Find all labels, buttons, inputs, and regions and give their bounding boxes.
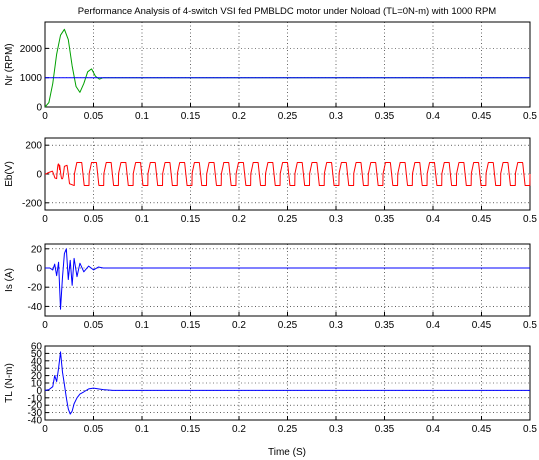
x-tick-label: 0.05 bbox=[84, 111, 104, 122]
y-tick-label: -10 bbox=[28, 393, 43, 404]
subplots: 0 0.05 0.1 0.15 0.2 0.25 0.3 0.35 0.4 0.45 0.50100… bbox=[4, 21, 537, 436]
x-tick-label: 0.4 bbox=[426, 320, 440, 331]
x-tick-label: 0.4 bbox=[426, 214, 440, 225]
x-tick-label: 0.2 bbox=[232, 214, 246, 225]
subplot-2: 0 0.05 0.1 0.15 0.2 0.25 0.3 0.35 0.4 0.45 0.5 -200… bbox=[4, 137, 537, 225]
series-line-1 bbox=[45, 248, 530, 310]
subplot-1: 0 0.05 0.1 0.15 0.2 0.25 0.3 0.35 0.4 0.45 0.5 0 100… bbox=[4, 21, 537, 122]
x-tick-label: 0.2 bbox=[232, 424, 246, 435]
y-tick-label: -200 bbox=[22, 198, 42, 209]
x-tick-label: 0.05 bbox=[84, 214, 104, 225]
x-tick-label: 0.4 bbox=[426, 111, 440, 122]
y-axis-label: TL (N-m) bbox=[4, 363, 15, 403]
x-tick-label: 0.15 bbox=[181, 424, 201, 435]
x-tick-label: 0.45 bbox=[472, 111, 492, 122]
y-tick-label: 60 bbox=[31, 342, 43, 353]
x-tick-label: 0.35 bbox=[375, 424, 395, 435]
y-tick-label: 40 bbox=[31, 356, 43, 367]
y-tick-label: 30 bbox=[31, 364, 43, 375]
x-tick-label: 0.5 bbox=[523, 214, 537, 225]
y-tick-label: -20 bbox=[28, 401, 43, 412]
x-tick-label: 0.35 bbox=[375, 111, 395, 122]
x-tick-label: 0.25 bbox=[278, 111, 298, 122]
x-tick-label: 0.45 bbox=[472, 424, 492, 435]
y-tick-label: 0 bbox=[36, 386, 42, 397]
x-tick-label: 0.3 bbox=[329, 111, 343, 122]
y-tick-label: 0 bbox=[36, 103, 42, 114]
x-tick-label: 0.05 bbox=[84, 320, 104, 331]
x-axis-label: Time (S) bbox=[268, 447, 306, 458]
x-tick-label: 0.25 bbox=[278, 424, 298, 435]
x-tick-label: 0.1 bbox=[135, 111, 149, 122]
x-tick-label: 0.15 bbox=[181, 214, 201, 225]
x-tick-label: 0.25 bbox=[278, 214, 298, 225]
figure-title: Performance Analysis of 4-switch VSI fed… bbox=[78, 6, 497, 17]
y-tick-label: 0 bbox=[36, 264, 42, 275]
y-axis-label: Is (A) bbox=[4, 268, 15, 292]
y-tick-label: 200 bbox=[25, 141, 42, 152]
y-tick-label: 1000 bbox=[20, 73, 43, 84]
x-tick-label: 0.3 bbox=[329, 320, 343, 331]
x-tick-label: 0.1 bbox=[135, 320, 149, 331]
x-tick-label: 0.35 bbox=[375, 320, 395, 331]
x-tick-label: 0.3 bbox=[329, 214, 343, 225]
x-tick-label: 0 bbox=[42, 320, 48, 331]
series-line-1 bbox=[44, 161, 531, 187]
series-line-1 bbox=[44, 351, 530, 415]
x-tick-label: 0.5 bbox=[523, 424, 537, 435]
x-tick-label: 0 bbox=[42, 214, 48, 225]
x-tick-label: 0.5 bbox=[523, 111, 537, 122]
x-tick-label: 0.3 bbox=[329, 424, 343, 435]
x-tick-label: 0.1 bbox=[135, 424, 149, 435]
x-tick-label: 0.5 bbox=[523, 320, 537, 331]
x-tick-label: 0.4 bbox=[426, 424, 440, 435]
y-axis-label: Eb(V) bbox=[4, 161, 15, 187]
x-tick-label: 0.2 bbox=[232, 320, 246, 331]
x-tick-label: 0.2 bbox=[232, 111, 246, 122]
x-tick-label: 0.45 bbox=[472, 214, 492, 225]
x-tick-label: 0 bbox=[42, 424, 48, 435]
y-tick-label: -40 bbox=[28, 416, 43, 427]
y-tick-label: -40 bbox=[28, 302, 43, 313]
subplot-3: 0 0.05 0.1 0.15 0.2 0.25 0.3 0.35 0.4 0.45 0.5 -40 -… bbox=[4, 243, 537, 331]
x-tick-label: 0.35 bbox=[375, 214, 395, 225]
y-tick-label: 10 bbox=[31, 379, 43, 390]
x-tick-label: 0.05 bbox=[84, 424, 104, 435]
x-tick-label: 0.25 bbox=[278, 320, 298, 331]
subplot-4: 0 0.05 0.1 0.15 0.2 0.25 0.3 0.35 0.4 0.45 0.5-40-… bbox=[4, 342, 537, 436]
x-tick-label: 0.15 bbox=[181, 111, 201, 122]
y-tick-label: 0 bbox=[36, 170, 42, 181]
y-tick-label: 20 bbox=[31, 244, 43, 255]
y-tick-label: 50 bbox=[31, 349, 43, 360]
y-tick-label: 2000 bbox=[20, 44, 43, 55]
y-tick-label: 20 bbox=[31, 371, 43, 382]
x-tick-label: 0.15 bbox=[181, 320, 201, 331]
x-tick-label: 0.45 bbox=[472, 320, 492, 331]
x-tick-label: 0.1 bbox=[135, 214, 149, 225]
x-tick-label: 0 bbox=[42, 111, 48, 122]
y-axis-label: Nr (RPM) bbox=[4, 43, 15, 85]
y-tick-label: -30 bbox=[28, 408, 43, 419]
y-tick-label: -20 bbox=[28, 283, 43, 294]
